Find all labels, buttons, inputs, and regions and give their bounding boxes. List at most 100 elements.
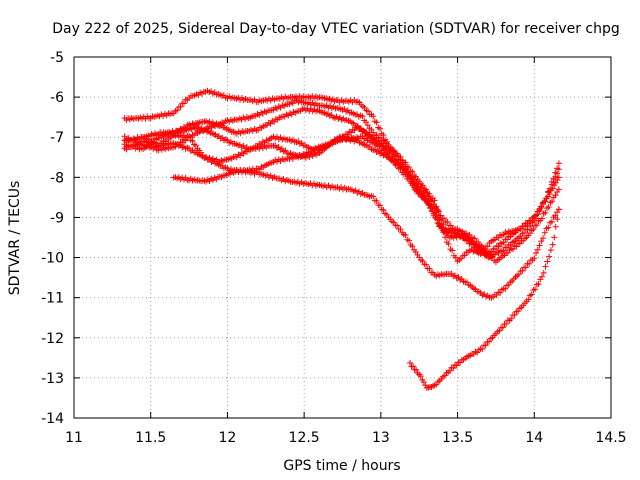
data-point (461, 252, 468, 259)
data-point (377, 202, 384, 209)
data-points (121, 87, 562, 391)
data-point (526, 260, 533, 267)
data-point (551, 234, 558, 241)
data-point (438, 217, 445, 224)
y-axis-label: SDTVAR / TECUs (7, 181, 23, 296)
data-point (400, 161, 407, 168)
data-point (442, 234, 449, 241)
data-point (532, 286, 539, 293)
data-point (541, 198, 548, 205)
data-point (423, 189, 430, 196)
data-point (449, 247, 456, 254)
data-point (423, 186, 430, 193)
data-point (540, 235, 547, 242)
data-point (348, 129, 355, 136)
data-point (538, 238, 545, 245)
data-point (426, 265, 433, 272)
data-point (373, 197, 380, 204)
data-point (365, 108, 372, 115)
data-point (417, 373, 424, 380)
data-point (555, 166, 562, 173)
data-point (482, 342, 489, 349)
data-point (488, 254, 495, 261)
data-point (423, 261, 430, 268)
y-tick-label: -7 (50, 130, 64, 146)
data-point (471, 235, 478, 242)
data-point (481, 248, 488, 255)
data-point (370, 129, 377, 136)
x-tick-label: 13.5 (442, 430, 473, 446)
data-point (535, 280, 542, 287)
data-point (555, 160, 562, 167)
data-point (546, 191, 553, 198)
data-point (513, 243, 520, 250)
data-point (434, 219, 441, 226)
data-point (435, 208, 442, 215)
series-track-8 (407, 206, 562, 391)
data-point (395, 156, 402, 163)
data-point (444, 218, 451, 225)
data-point (452, 254, 459, 261)
data-point (521, 223, 528, 230)
data-point (423, 197, 430, 204)
y-tick-label: -9 (50, 210, 64, 226)
data-point (548, 218, 555, 225)
series-track-7 (170, 123, 495, 261)
data-point (418, 190, 425, 197)
data-point (546, 253, 553, 260)
data-point (540, 269, 547, 276)
data-point (429, 208, 436, 215)
data-point (415, 186, 422, 193)
data-point (409, 168, 416, 175)
data-point (420, 379, 427, 386)
data-point (405, 237, 412, 244)
data-point (364, 122, 371, 129)
data-point (527, 218, 534, 225)
data-point (419, 258, 426, 265)
data-point (437, 223, 444, 230)
data-point (375, 137, 382, 144)
data-point (497, 289, 504, 296)
data-point (536, 206, 543, 213)
x-tick-label: 12.5 (289, 430, 320, 446)
data-point (531, 255, 538, 262)
data-point (519, 267, 526, 274)
data-point (370, 193, 377, 200)
x-tick-label: 13 (372, 430, 390, 446)
data-point (555, 206, 562, 213)
data-point (453, 362, 460, 369)
data-point (552, 212, 559, 219)
data-point (405, 164, 412, 171)
series-track-1 (121, 87, 562, 257)
data-point (503, 321, 510, 328)
data-point (538, 273, 545, 280)
data-point (371, 134, 378, 141)
data-point (499, 324, 506, 331)
data-point (536, 242, 543, 249)
axis-ticks: 11 11.5 12 12.5 13 13.5 14 14.5 -14 -13 -12 -11 -10 -… (41, 50, 626, 446)
data-point (432, 214, 439, 221)
data-point (544, 258, 551, 265)
data-point (547, 247, 554, 254)
y-tick-label: -6 (50, 90, 64, 106)
data-point (509, 246, 516, 253)
data-point (552, 173, 559, 180)
plot-frame (73, 56, 612, 419)
x-tick-label: 14 (525, 430, 543, 446)
data-point (408, 175, 415, 182)
data-point (380, 132, 387, 139)
data-point (413, 366, 420, 373)
data-point (525, 296, 532, 303)
y-tick-label: -8 (50, 170, 64, 186)
series-track-6 (121, 133, 562, 265)
data-point (419, 182, 426, 189)
data-point (425, 202, 432, 209)
data-point (552, 223, 559, 230)
data-point (495, 243, 502, 250)
data-point (532, 212, 539, 219)
data-point (426, 190, 433, 197)
y-tick-label: -12 (41, 331, 64, 347)
y-tick-label: -11 (41, 291, 64, 307)
data-point (549, 185, 556, 192)
data-point (555, 174, 562, 181)
